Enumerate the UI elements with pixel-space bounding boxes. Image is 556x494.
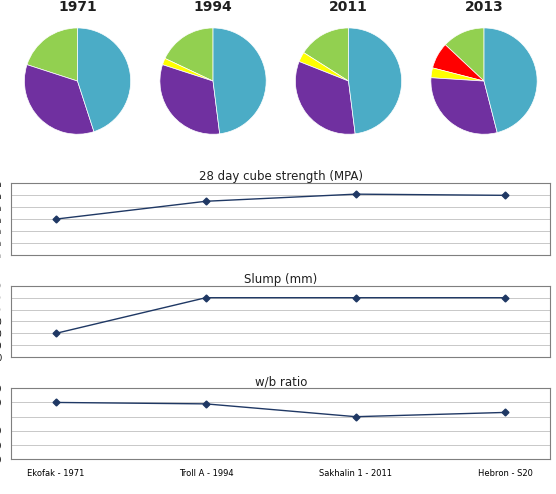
Wedge shape [484,28,537,132]
Title: 1994: 1994 [193,0,232,13]
Title: Slump (mm): Slump (mm) [244,273,317,286]
Wedge shape [299,53,349,81]
Wedge shape [431,68,484,81]
Title: 1971: 1971 [58,0,97,13]
Wedge shape [160,65,220,134]
Wedge shape [77,28,131,131]
Wedge shape [349,28,401,134]
Wedge shape [431,78,497,134]
Wedge shape [162,58,213,81]
Title: 2013: 2013 [465,0,503,13]
Wedge shape [433,45,484,81]
Title: 28 day cube strength (MPA): 28 day cube strength (MPA) [199,170,363,183]
Wedge shape [165,28,213,81]
Wedge shape [304,28,349,81]
Wedge shape [445,28,484,81]
Wedge shape [213,28,266,134]
Title: w/b ratio: w/b ratio [255,375,307,388]
Title: 2011: 2011 [329,0,368,13]
Wedge shape [24,65,94,134]
Wedge shape [27,28,77,81]
Wedge shape [295,62,355,134]
